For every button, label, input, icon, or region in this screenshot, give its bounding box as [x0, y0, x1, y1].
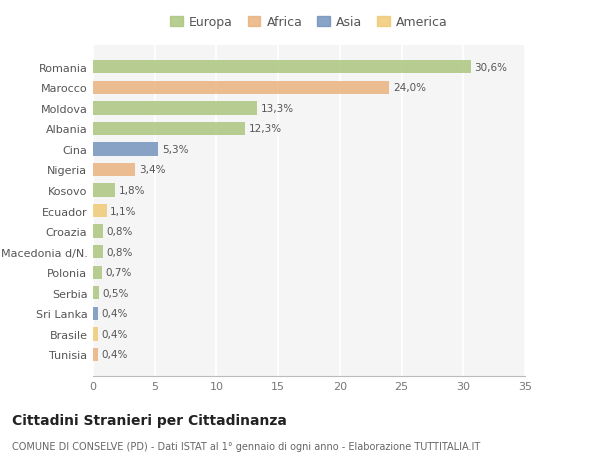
Text: 0,5%: 0,5% — [103, 288, 129, 298]
Bar — [93, 102, 257, 115]
Text: 30,6%: 30,6% — [475, 62, 508, 73]
Text: 0,7%: 0,7% — [106, 268, 132, 278]
Bar — [93, 163, 135, 177]
Text: 1,1%: 1,1% — [110, 206, 137, 216]
Bar — [93, 348, 98, 361]
Bar — [93, 266, 101, 280]
Bar — [93, 204, 107, 218]
Text: 24,0%: 24,0% — [393, 83, 426, 93]
Bar — [93, 61, 470, 74]
Text: 3,4%: 3,4% — [139, 165, 165, 175]
Text: 0,8%: 0,8% — [107, 227, 133, 237]
Text: Cittadini Stranieri per Cittadinanza: Cittadini Stranieri per Cittadinanza — [12, 413, 287, 427]
Bar — [93, 246, 103, 259]
Legend: Europa, Africa, Asia, America: Europa, Africa, Asia, America — [166, 12, 452, 33]
Text: 1,8%: 1,8% — [119, 185, 145, 196]
Text: 13,3%: 13,3% — [261, 104, 294, 113]
Text: 0,4%: 0,4% — [101, 329, 128, 339]
Bar — [93, 184, 115, 197]
Bar — [93, 286, 99, 300]
Bar — [93, 123, 245, 136]
Bar — [93, 143, 158, 156]
Text: 0,4%: 0,4% — [101, 309, 128, 319]
Bar — [93, 81, 389, 95]
Bar — [93, 328, 98, 341]
Text: 0,4%: 0,4% — [101, 350, 128, 360]
Bar — [93, 225, 103, 238]
Text: 0,8%: 0,8% — [107, 247, 133, 257]
Bar — [93, 307, 98, 320]
Text: COMUNE DI CONSELVE (PD) - Dati ISTAT al 1° gennaio di ogni anno - Elaborazione T: COMUNE DI CONSELVE (PD) - Dati ISTAT al … — [12, 441, 480, 451]
Text: 5,3%: 5,3% — [162, 145, 188, 155]
Text: 12,3%: 12,3% — [248, 124, 281, 134]
